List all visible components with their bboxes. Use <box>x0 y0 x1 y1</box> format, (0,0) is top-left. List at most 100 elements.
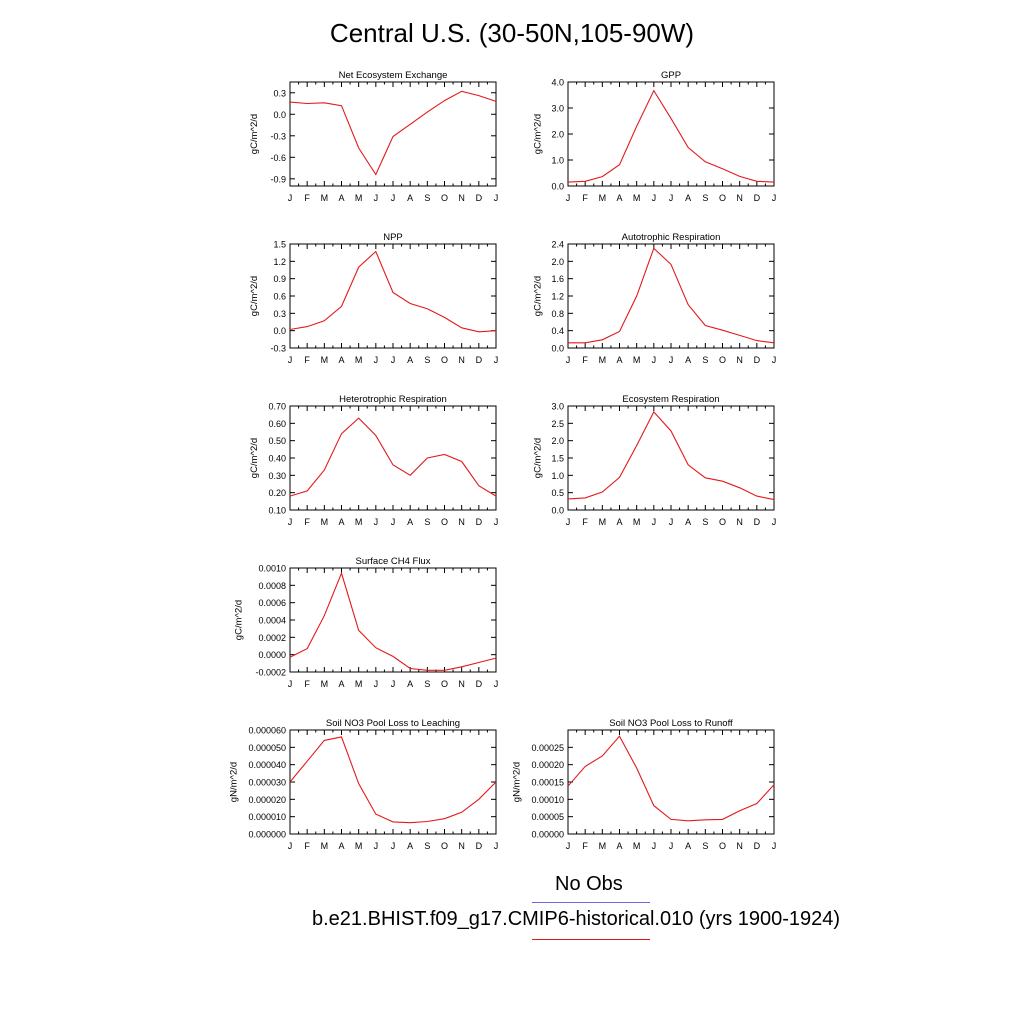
x-tick-label: D <box>476 841 483 851</box>
x-tick-label: A <box>407 193 413 203</box>
x-tick-label: A <box>685 193 691 203</box>
x-tick-label: N <box>458 193 465 203</box>
y-tick-label: 2.4 <box>551 240 564 250</box>
x-tick-label: A <box>407 841 413 851</box>
y-tick-label: 0.000030 <box>248 778 286 788</box>
x-tick-label: S <box>702 841 708 851</box>
x-tick-label: J <box>494 355 499 365</box>
plot-frame <box>567 81 775 187</box>
x-tick-label: F <box>304 355 310 365</box>
y-tick-label: 0.0 <box>273 110 286 120</box>
x-tick-label: J <box>288 841 293 851</box>
x-tick-label: J <box>391 679 396 689</box>
x-tick-label: J <box>652 193 657 203</box>
panel-title: Ecosystem Respiration <box>622 394 719 405</box>
x-tick-label: N <box>458 517 465 527</box>
x-tick-label: O <box>719 193 726 203</box>
y-tick-label: 0.000050 <box>248 743 286 753</box>
y-tick-label: 0.0010 <box>258 564 286 574</box>
x-tick-label: D <box>754 355 761 365</box>
x-tick-label: A <box>338 679 344 689</box>
x-tick-label: S <box>424 679 430 689</box>
panel-title: Soil NO3 Pool Loss to Leaching <box>326 718 460 729</box>
x-tick-label: J <box>391 841 396 851</box>
x-tick-label: J <box>494 517 499 527</box>
x-tick-label: J <box>669 355 674 365</box>
x-tick-label: F <box>582 193 588 203</box>
x-tick-label: D <box>476 193 483 203</box>
x-tick-label: A <box>685 355 691 365</box>
x-tick-label: J <box>652 841 657 851</box>
x-tick-label: O <box>441 841 448 851</box>
y-tick-label: 0.00020 <box>531 760 564 770</box>
x-tick-label: F <box>582 355 588 365</box>
x-tick-label: J <box>374 517 379 527</box>
x-tick-label: J <box>288 679 293 689</box>
panel-npp: J F M A M J J A S O N D J-0.30.00.30.60.91.21.5NPPgC… <box>249 232 498 365</box>
y-tick-label: 3.0 <box>551 402 564 412</box>
panel-soil-no3-pool-loss-to-leaching: J F M A M J J A S O N D J0.0000000.0000100.0000200.0… <box>228 718 498 851</box>
x-tick-label: F <box>304 841 310 851</box>
plot-frame <box>289 243 497 349</box>
x-tick-label: J <box>374 193 379 203</box>
x-tick-label: S <box>702 517 708 527</box>
y-tick-label: 0.000010 <box>248 812 286 822</box>
x-tick-label: A <box>407 517 413 527</box>
x-tick-label: M <box>599 193 607 203</box>
x-tick-label: N <box>736 841 743 851</box>
x-tick-label: F <box>304 679 310 689</box>
y-tick-label: -0.3 <box>270 344 286 354</box>
x-tick-label: A <box>616 355 622 365</box>
series-line <box>289 90 497 176</box>
y-axis-label: gC/m^2/d <box>249 438 260 478</box>
series-line <box>289 250 497 333</box>
plot-frame <box>289 81 497 187</box>
x-tick-label: J <box>374 679 379 689</box>
y-tick-label: 0.60 <box>268 419 286 429</box>
x-tick-label: J <box>669 193 674 203</box>
x-tick-label: M <box>355 679 363 689</box>
x-tick-label: J <box>391 193 396 203</box>
x-tick-label: J <box>494 679 499 689</box>
panel-soil-no3-pool-loss-to-runoff: J F M A M J J A S O N D J0.000000.000050.000100.0001… <box>512 718 777 851</box>
x-tick-label: O <box>441 517 448 527</box>
plot-frame <box>567 243 775 349</box>
y-tick-label: 1.0 <box>551 156 564 166</box>
series-line <box>568 247 775 344</box>
y-axis-label: gC/m^2/d <box>532 114 543 154</box>
x-tick-label: D <box>476 355 483 365</box>
x-tick-label: N <box>736 193 743 203</box>
series-line <box>289 571 497 671</box>
y-tick-label: 0.3 <box>273 88 286 98</box>
y-tick-label: 1.5 <box>551 454 564 464</box>
y-tick-label: 0.00010 <box>531 795 564 805</box>
x-tick-label: J <box>566 355 571 365</box>
y-tick-label: 1.2 <box>273 257 286 267</box>
x-tick-label: S <box>702 355 708 365</box>
x-tick-label: A <box>338 193 344 203</box>
y-tick-label: 0.6 <box>273 292 286 302</box>
panel-title: Soil NO3 Pool Loss to Runoff <box>609 718 733 729</box>
x-tick-label: O <box>719 355 726 365</box>
y-tick-label: 0.0 <box>551 506 564 516</box>
y-axis-label: gN/m^2/d <box>228 762 239 802</box>
x-tick-label: N <box>458 679 465 689</box>
y-tick-label: 0.0004 <box>258 616 286 626</box>
x-tick-label: F <box>582 841 588 851</box>
x-tick-label: J <box>391 517 396 527</box>
legend-model-label: b.e21.BHIST.f09_g17.CMIP6-historical.010… <box>312 908 841 930</box>
y-tick-label: 0.000000 <box>248 830 286 840</box>
x-tick-label: A <box>685 841 691 851</box>
y-axis-label: gN/m^2/d <box>512 762 523 802</box>
x-tick-label: J <box>288 355 293 365</box>
y-tick-label: 0.9 <box>273 274 286 284</box>
x-tick-label: N <box>458 355 465 365</box>
series-line <box>289 736 497 824</box>
x-tick-label: F <box>582 517 588 527</box>
x-tick-label: M <box>599 355 607 365</box>
legend-obs-line <box>532 902 650 903</box>
x-tick-label: O <box>719 517 726 527</box>
y-tick-label: 1.2 <box>551 292 564 302</box>
